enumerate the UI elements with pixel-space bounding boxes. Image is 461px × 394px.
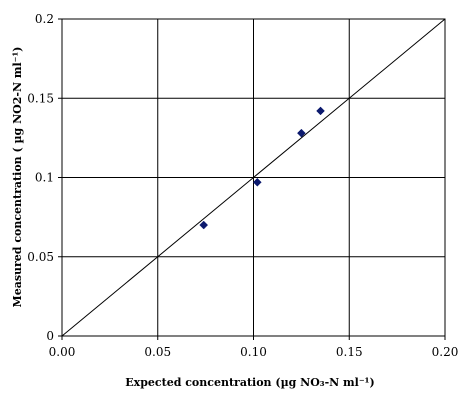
y-tick-labels: 0 0.05 0.1 0.15 0.2 (27, 12, 62, 343)
x-tick-label: 0.20 (432, 345, 459, 359)
x-tick-label: 0.05 (144, 345, 171, 359)
x-tick-labels: 0.00 0.05 0.10 0.15 0.20 (49, 336, 459, 359)
identity-line-group (61, 18, 446, 337)
data-point (316, 106, 325, 116)
x-axis-title: Expected concentration (µg NO₃-N ml⁻¹) (125, 376, 374, 389)
x-tick-label: 0.10 (240, 345, 267, 359)
y-tick-label: 0.1 (35, 171, 54, 185)
data-point (297, 128, 306, 138)
data-points (199, 106, 325, 230)
y-tick-label: 0.05 (27, 250, 54, 264)
y-axis-title: Measured concentration ( µg NO2-N ml⁻¹) (11, 47, 24, 308)
y-tick-label: 0.15 (27, 91, 54, 105)
data-point (252, 177, 262, 187)
x-tick-label: 0.15 (336, 345, 363, 359)
x-tick-label: 0.00 (49, 345, 76, 359)
y-tick-label: 0.2 (35, 12, 54, 26)
data-point (199, 220, 209, 230)
y-tick-label: 0 (46, 329, 54, 343)
identity-line (61, 18, 446, 337)
